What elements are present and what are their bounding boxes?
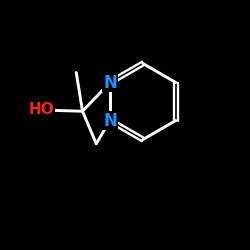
Text: N: N xyxy=(103,112,117,130)
Text: N: N xyxy=(103,74,117,92)
Text: HO: HO xyxy=(28,102,54,118)
Text: N: N xyxy=(103,112,117,130)
Text: HO: HO xyxy=(28,102,54,118)
Text: N: N xyxy=(103,74,117,92)
